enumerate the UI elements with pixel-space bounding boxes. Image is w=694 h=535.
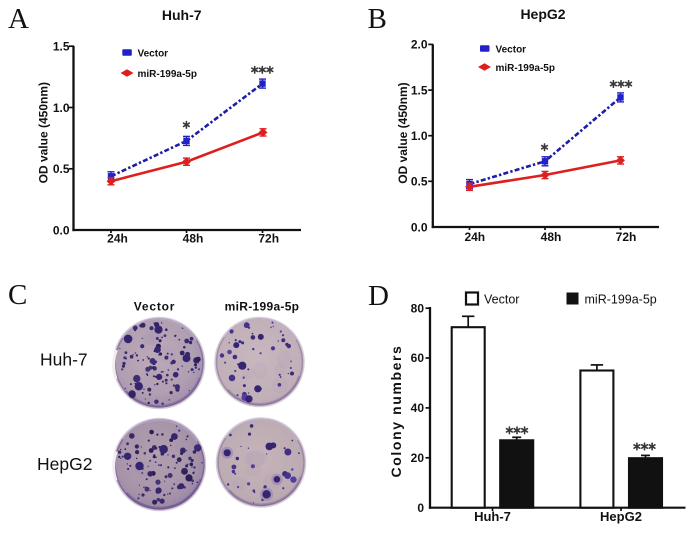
svg-text:24h: 24h	[464, 230, 485, 244]
svg-text:Huh-7: Huh-7	[474, 509, 511, 524]
svg-text:miR-199a-5p: miR-199a-5p	[138, 69, 197, 80]
svg-text:80: 80	[411, 301, 425, 315]
svg-text:1.5: 1.5	[53, 40, 70, 54]
svg-text:Colony numbers: Colony numbers	[388, 345, 404, 478]
svg-text:OD value (450nm): OD value (450nm)	[37, 82, 51, 183]
svg-text:miR-199a-5p: miR-199a-5p	[496, 63, 555, 74]
svg-text:miR-199a-5p: miR-199a-5p	[585, 293, 657, 307]
svg-text:HepG2: HepG2	[37, 454, 92, 474]
svg-text:Huh-7: Huh-7	[162, 7, 202, 23]
svg-text:0: 0	[417, 501, 424, 515]
svg-text:miR-199a-5p: miR-199a-5p	[225, 299, 300, 313]
svg-text:60: 60	[411, 351, 425, 365]
svg-text:Vector: Vector	[134, 299, 176, 313]
svg-text:A: A	[8, 3, 29, 35]
svg-text:Huh-7: Huh-7	[40, 350, 88, 370]
svg-text:48h: 48h	[541, 230, 562, 244]
svg-text:C: C	[8, 279, 27, 311]
svg-text:B: B	[368, 3, 387, 35]
svg-text:40: 40	[411, 401, 425, 415]
svg-text:1.0: 1.0	[411, 129, 428, 143]
svg-text:0.0: 0.0	[411, 220, 428, 234]
svg-text:Vector: Vector	[138, 49, 169, 60]
svg-text:24h: 24h	[107, 232, 128, 246]
svg-text:72h: 72h	[258, 232, 279, 246]
svg-text:Vector: Vector	[484, 293, 519, 307]
svg-text:20: 20	[411, 451, 425, 465]
svg-text:0.5: 0.5	[53, 162, 70, 176]
svg-text:HepG2: HepG2	[600, 509, 642, 524]
svg-text:1.5: 1.5	[411, 83, 428, 97]
svg-text:2.0: 2.0	[411, 38, 428, 52]
svg-text:D: D	[368, 280, 389, 312]
svg-text:Vector: Vector	[496, 45, 527, 56]
svg-text:72h: 72h	[616, 230, 637, 244]
svg-text:0.0: 0.0	[53, 223, 70, 237]
svg-text:HepG2: HepG2	[520, 6, 565, 22]
svg-text:1.0: 1.0	[53, 101, 70, 115]
svg-text:48h: 48h	[183, 232, 204, 246]
svg-text:0.5: 0.5	[411, 175, 428, 189]
svg-text:OD value (450nm): OD value (450nm)	[396, 82, 410, 183]
